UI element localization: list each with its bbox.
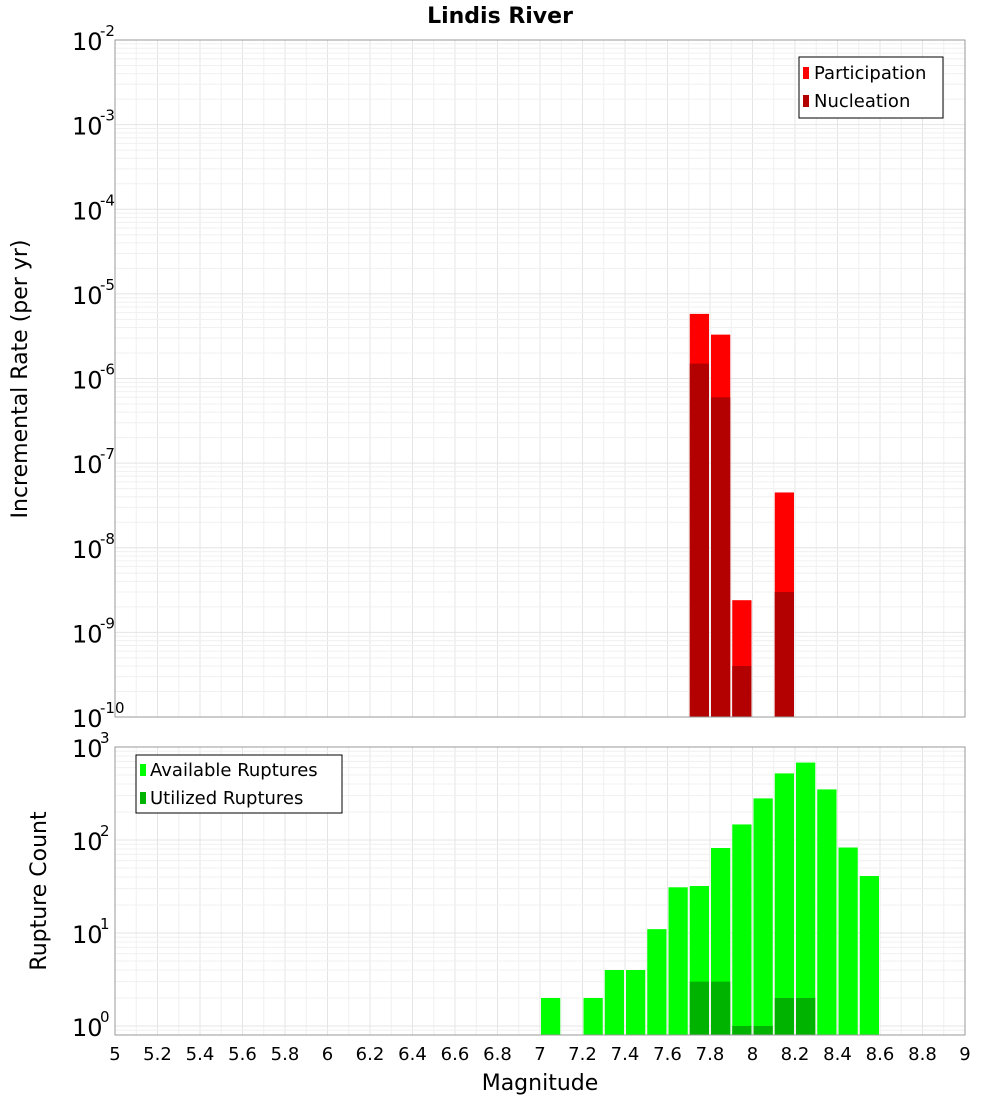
x-tick-label: 6.2: [356, 1044, 385, 1065]
y-tick-exponent: -8: [100, 530, 115, 548]
x-tick-label: 5.4: [186, 1044, 215, 1065]
available-ruptures-bar: [732, 824, 752, 1035]
available-ruptures-bar: [583, 997, 603, 1035]
rate-plot-border: [114, 39, 966, 718]
available-ruptures-bar: [753, 798, 773, 1035]
y-tick-label: 10: [72, 451, 103, 479]
y-tick-exponent: -2: [100, 22, 115, 40]
y-tick-label: 10: [72, 1014, 103, 1042]
available-ruptures-bar: [626, 969, 646, 1035]
rate-legend: Participation Nucleation: [798, 56, 944, 119]
rate-bars: [689, 313, 794, 717]
x-tick-label: 7.2: [568, 1044, 597, 1065]
available-ruptures-bar: [817, 789, 837, 1035]
count-legend-box: [135, 754, 343, 814]
y-tick-label: 10: [72, 921, 103, 949]
x-tick-label: 7.4: [611, 1044, 640, 1065]
count-plot-border: [114, 746, 966, 1036]
available-ruptures-bar: [668, 887, 688, 1035]
utilized-ruptures-bar: [732, 1025, 752, 1035]
x-tick-label: 8.4: [823, 1044, 852, 1065]
participation-legend-label: Participation: [814, 63, 926, 84]
y-tick-label: 10: [72, 282, 103, 310]
y-tick-exponent: -9: [100, 614, 115, 632]
nucleation-bar: [689, 363, 709, 717]
rate-legend-box: [798, 56, 944, 119]
utilized-ruptures-bar: [774, 997, 794, 1035]
available-legend-label: Available Ruptures: [150, 760, 318, 781]
x-tick-label: 5.6: [228, 1044, 257, 1065]
y-tick-label: 10: [72, 828, 103, 856]
x-tick-label: 6.8: [483, 1044, 512, 1065]
x-tick-label: 6.6: [441, 1044, 470, 1065]
x-tick-label: 9: [959, 1044, 970, 1065]
y-tick-exponent: -10: [100, 699, 125, 717]
y-tick-label: 10: [72, 735, 103, 763]
available-ruptures-bar: [859, 876, 879, 1035]
x-tick-label: 5: [109, 1044, 120, 1065]
x-tick-label: 5.8: [271, 1044, 300, 1065]
y-tick-label: 10: [72, 705, 103, 733]
y-tick-label: 10: [72, 536, 103, 564]
y-tick-exponent: -4: [100, 191, 115, 209]
y-tick-label: 10: [72, 367, 103, 395]
x-tick-label: 8.8: [908, 1044, 937, 1065]
y-tick-exponent: -7: [100, 445, 115, 463]
y-tick-exponent: -5: [100, 276, 115, 294]
available-ruptures-bar: [774, 773, 794, 1035]
available-ruptures-bar: [838, 847, 858, 1035]
x-tick-labels: 5 5.2 5.4 5.6 5.8 6 6.2 6.4 6.6 6.8 7 7.2 7.4 7.6 7.8 8…: [109, 1044, 970, 1065]
x-tick-label: 8: [747, 1044, 758, 1065]
y-tick-exponent: 0: [100, 1008, 110, 1026]
utilized-ruptures-bar: [711, 981, 731, 1035]
nucleation-legend-swatch: [803, 95, 809, 107]
utilized-legend-swatch: [140, 792, 146, 804]
x-tick-label: 8.2: [781, 1044, 810, 1065]
count-bars: [541, 762, 879, 1035]
available-ruptures-bar: [604, 969, 624, 1035]
utilized-legend-label: Utilized Ruptures: [150, 788, 303, 809]
y-tick-label: 10: [72, 620, 103, 648]
y-tick-exponent: 1: [100, 915, 110, 933]
y-tick-exponent: 3: [100, 729, 110, 747]
x-tick-label: 6.4: [398, 1044, 427, 1065]
count-legend: Available Ruptures Utilized Ruptures: [135, 754, 343, 814]
rate-gridlines: [114, 39, 966, 718]
y-tick-label: 10: [72, 113, 103, 141]
y-tick-exponent: -6: [100, 361, 115, 379]
chart-title: Lindis River: [427, 4, 573, 29]
x-tick-label: 7.8: [696, 1044, 725, 1065]
nucleation-bar: [774, 591, 794, 717]
nucleation-legend-label: Nucleation: [814, 91, 910, 112]
x-tick-label: 5.2: [143, 1044, 172, 1065]
y-tick-label: 10: [72, 28, 103, 56]
available-ruptures-bar: [541, 997, 561, 1035]
participation-legend-swatch: [803, 67, 809, 79]
count-y-axis-label: Rupture Count: [27, 811, 52, 971]
x-tick-label: 7.6: [653, 1044, 682, 1065]
available-legend-swatch: [140, 764, 146, 776]
utilized-ruptures-bar: [753, 1025, 773, 1035]
nucleation-bar: [711, 397, 731, 717]
y-tick-exponent: 2: [100, 822, 110, 840]
available-ruptures-bar: [647, 929, 667, 1035]
nucleation-bar: [732, 666, 752, 717]
y-tick-exponent: -3: [100, 107, 115, 125]
x-tick-label: 8.6: [866, 1044, 895, 1065]
x-tick-label: 6: [322, 1044, 333, 1065]
utilized-ruptures-bar: [796, 997, 816, 1035]
rate-y-axis-label: Incremental Rate (per yr): [8, 240, 33, 519]
available-ruptures-bar: [796, 762, 816, 1035]
utilized-ruptures-bar: [689, 981, 709, 1035]
x-tick-label: 7: [534, 1044, 545, 1065]
x-axis-label: Magnitude: [482, 1071, 599, 1096]
y-tick-label: 10: [72, 197, 103, 225]
